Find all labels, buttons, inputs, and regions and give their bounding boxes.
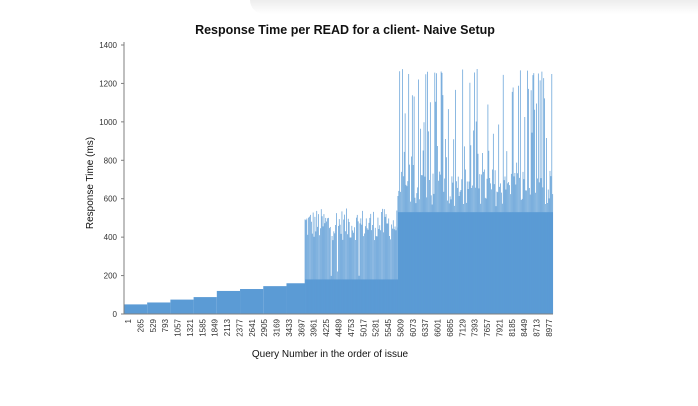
x-tick-label: 7657 (483, 318, 492, 336)
y-tick-label: 400 (104, 233, 118, 242)
bar-segment-base (124, 304, 148, 314)
x-tick-label: 529 (149, 318, 158, 332)
x-tick-label: 2113 (223, 318, 232, 336)
x-tick-label: 5809 (396, 318, 405, 336)
x-tick-label: 7921 (495, 318, 504, 336)
x-tick-label: 4489 (335, 318, 344, 336)
y-axis-ticks: 0 200 400 600 800 1000 1200 1400 (99, 41, 124, 319)
y-tick-label: 1000 (99, 118, 117, 127)
x-tick-label: 8449 (520, 318, 529, 336)
y-axis-title: Response Time (ms) (85, 137, 96, 229)
x-tick-label: 8713 (533, 318, 542, 336)
x-tick-label: 1 (124, 318, 133, 323)
x-tick-label: 5281 (372, 318, 381, 336)
x-tick-label: 4753 (347, 318, 356, 336)
x-tick-label: 5545 (384, 318, 393, 336)
x-tick-label: 793 (161, 318, 170, 332)
x-tick-label: 6865 (446, 318, 455, 336)
x-tick-label: 265 (136, 318, 145, 332)
y-tick-label: 600 (104, 195, 118, 204)
x-tick-label: 5017 (359, 318, 368, 336)
x-axis-ticks: 1 265 529 793 1057 1321 1585 1849 2113 2377 2641 29… (124, 318, 554, 336)
bar-segment-base (170, 299, 194, 314)
bar-segment-base (216, 290, 241, 314)
x-tick-label: 7393 (471, 318, 480, 336)
x-tick-label: 2905 (260, 318, 269, 336)
y-tick-label: 1400 (99, 41, 117, 50)
y-tick-label: 0 (113, 310, 118, 319)
x-tick-label: 3433 (285, 318, 294, 336)
x-tick-label: 3697 (297, 318, 306, 336)
x-tick-label: 3169 (273, 318, 282, 336)
x-tick-label: 1585 (198, 318, 207, 336)
x-tick-label: 6601 (434, 318, 443, 336)
y-tick-label: 1200 (99, 79, 117, 88)
x-tick-label: 7129 (458, 318, 467, 336)
x-tick-label: 6337 (421, 318, 430, 336)
bar-segment-base (240, 289, 264, 314)
bar-segment-base (286, 283, 306, 314)
series-bars (124, 69, 554, 314)
bar-segment-base (147, 302, 171, 314)
x-tick-label: 6073 (409, 318, 418, 336)
y-tick-label: 800 (104, 156, 118, 165)
x-tick-label: 4225 (322, 318, 331, 336)
bar-segment-base (193, 297, 217, 314)
x-tick-label: 1849 (211, 318, 220, 336)
x-axis-title: Query Number in the order of issue (252, 349, 409, 360)
y-tick-label: 200 (104, 272, 118, 281)
x-tick-label: 8977 (545, 318, 554, 336)
x-tick-label: 1057 (174, 318, 183, 336)
x-tick-label: 1321 (186, 318, 195, 336)
top-shadow-decoration (250, 0, 698, 14)
x-tick-label: 2377 (235, 318, 244, 336)
chart-title: Response Time per READ for a client- Nai… (195, 23, 495, 37)
bar-segment-base (263, 286, 287, 314)
x-tick-label: 3961 (310, 318, 319, 336)
x-tick-label: 2641 (248, 318, 257, 336)
x-tick-label: 8185 (508, 318, 517, 336)
